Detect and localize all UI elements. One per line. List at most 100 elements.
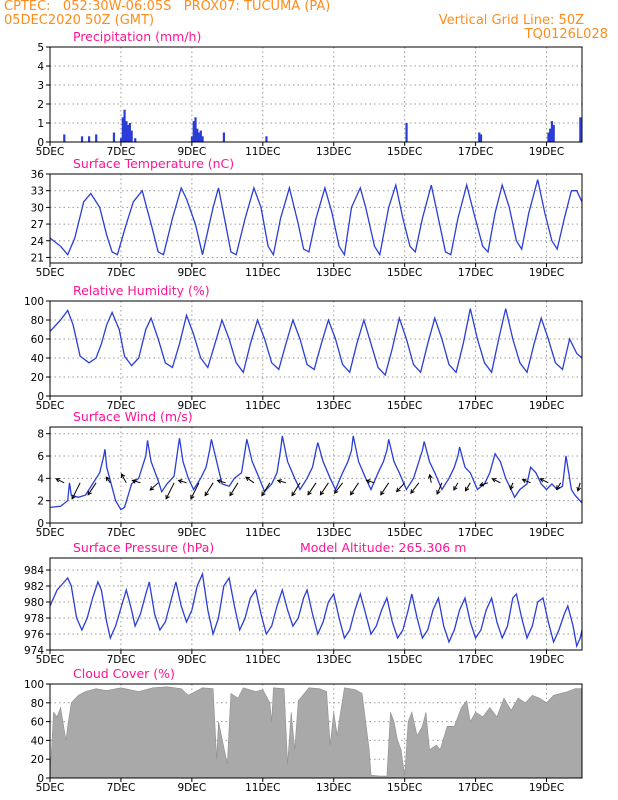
precip-bar	[190, 136, 194, 142]
precip-bar	[88, 136, 91, 142]
wind-arrowhead	[105, 476, 111, 482]
wind-vector	[261, 482, 271, 496]
wind-arrowhead	[491, 478, 497, 483]
wind-vector	[366, 479, 375, 484]
cloud-area	[49, 686, 583, 779]
y-tick-label: 40	[31, 735, 44, 747]
x-tick-label: 7DEC	[107, 654, 136, 666]
x-tick-label: 9DEC	[177, 654, 206, 666]
wind-vector	[577, 482, 581, 491]
wind-arrowhead	[177, 479, 183, 484]
x-tick-label: 13DEC	[316, 400, 351, 412]
precip-bar	[112, 132, 116, 142]
wind-arrowhead	[319, 490, 325, 496]
x-tick-label: 5DEC	[36, 267, 65, 279]
y-tick-label: 5	[37, 42, 44, 54]
wind-vector	[509, 482, 514, 490]
x-tick-label: 5DEC	[36, 400, 65, 412]
precip-bar	[134, 138, 137, 142]
x-tick-label: 7DEC	[107, 782, 136, 794]
x-tick-label: 9DEC	[177, 782, 206, 794]
x-tick-label: 17DEC	[458, 782, 493, 794]
panel-title: Relative Humidity (%)	[73, 283, 210, 298]
wind-vector	[121, 473, 127, 484]
precip-bar	[222, 132, 225, 142]
wind-arrowhead	[71, 494, 76, 500]
y-tick-label: 36	[31, 169, 45, 181]
wind-arrowhead	[216, 479, 222, 484]
wind-vector	[396, 482, 406, 492]
y-tick-label: 60	[31, 334, 44, 346]
precip-bar	[194, 117, 197, 142]
x-tick-label: 11DEC	[245, 146, 280, 158]
wind-vector	[245, 476, 255, 484]
wind-vector	[453, 482, 459, 491]
series-line	[49, 179, 583, 257]
y-tick-label: 80	[31, 698, 44, 710]
wind-arrowhead	[87, 490, 92, 496]
x-tick-label: 9DEC	[177, 146, 206, 158]
y-tick-label: 984	[24, 565, 44, 577]
precip-bar	[80, 136, 84, 142]
wind-vector	[429, 474, 432, 483]
wind-vector	[71, 482, 81, 500]
precip-bar	[123, 109, 126, 142]
y-tick-label: 80	[31, 315, 44, 327]
x-tick-label: 17DEC	[458, 146, 493, 158]
x-tick-label: 17DEC	[458, 527, 493, 539]
wind-arrowhead	[229, 491, 234, 497]
y-tick-label: 24	[31, 236, 45, 248]
wind-arrowhead	[380, 490, 385, 496]
wind-vector	[217, 479, 226, 484]
x-tick-label: 9DEC	[177, 527, 206, 539]
precip-bar	[127, 124, 130, 142]
wind-arrowhead	[245, 476, 250, 482]
wind-arrowhead	[436, 489, 441, 495]
precip-bar	[95, 134, 98, 142]
y-tick-label: 8	[37, 429, 44, 441]
x-tick-label: 19DEC	[529, 146, 564, 158]
precip-bar	[201, 136, 204, 142]
wind-arrowhead	[410, 489, 415, 495]
wind-vector	[492, 478, 501, 484]
y-tick-label: 0	[37, 391, 44, 403]
wind-arrowhead	[464, 486, 470, 492]
y-tick-label: 974	[24, 645, 44, 657]
y-tick-label: 27	[31, 219, 44, 231]
wind-vector	[410, 482, 420, 494]
x-tick-label: 15DEC	[387, 527, 422, 539]
x-tick-label: 9DEC	[177, 267, 206, 279]
panel-title: Surface Wind (m/s)	[73, 409, 193, 424]
y-tick-label: 33	[31, 186, 44, 198]
wind-arrowhead	[333, 489, 339, 495]
wind-arrowhead	[349, 490, 355, 496]
wind-arrowhead	[453, 486, 458, 491]
wind-arrowhead	[261, 491, 266, 497]
panel-frame	[49, 300, 583, 397]
y-tick-label: 100	[24, 679, 44, 691]
wind-vector	[291, 482, 301, 496]
y-tick-label: 4	[37, 61, 44, 73]
wind-vector	[307, 482, 317, 496]
x-tick-label: 11DEC	[245, 527, 280, 539]
wind-arrowhead	[276, 479, 282, 484]
precip-bar	[197, 132, 201, 142]
x-tick-label: 19DEC	[529, 527, 564, 539]
panel-5: Surface Pressure (hPa) Model Altitude: 26…	[24, 540, 583, 666]
precip-bar	[549, 128, 552, 142]
wind-vector	[540, 478, 549, 484]
wind-arrowhead	[190, 494, 195, 500]
precip-bar	[552, 124, 555, 142]
y-tick-label: 2	[37, 496, 44, 508]
panel-6: Cloud Cover (%) 0 20 40 60 80 100 5DEC 7DEC 9DEC 1…	[24, 666, 583, 794]
y-tick-label: 4	[37, 473, 44, 485]
x-tick-label: 13DEC	[316, 654, 351, 666]
panel-title: Surface Pressure (hPa)	[73, 540, 214, 555]
wind-arrowhead	[55, 478, 61, 483]
y-tick-label: 40	[31, 353, 44, 365]
x-tick-label: 11DEC	[245, 267, 280, 279]
wind-arrowhead	[556, 485, 561, 491]
wind-vector	[132, 479, 141, 484]
wind-vector	[149, 482, 159, 491]
wind-arrowhead	[395, 487, 401, 493]
